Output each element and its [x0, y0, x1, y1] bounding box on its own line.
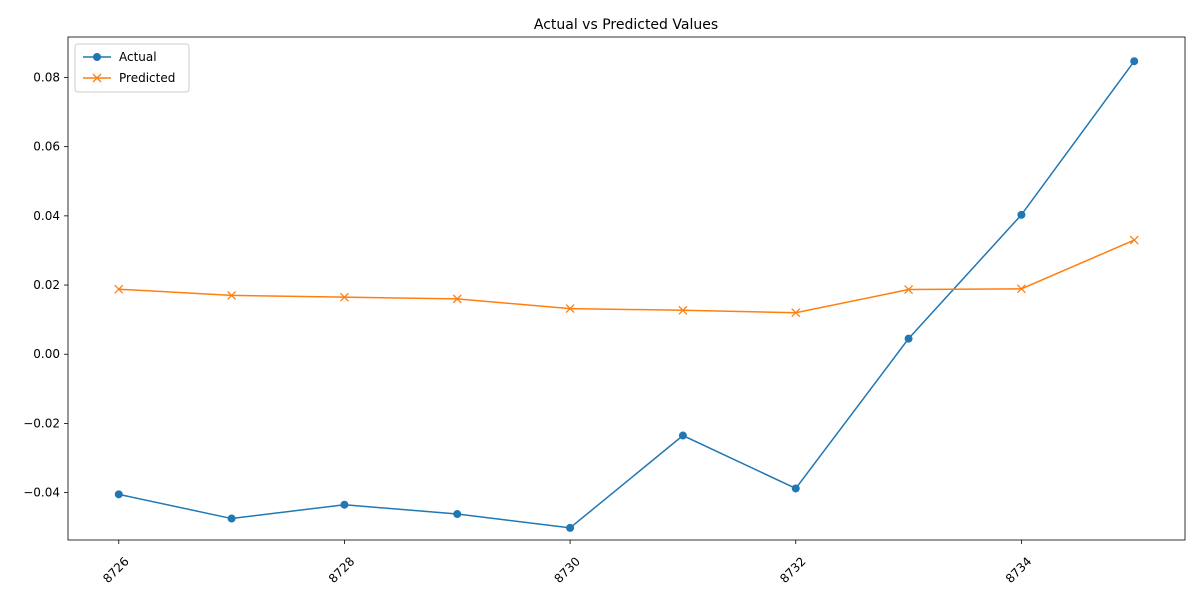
y-axis: −0.04 −0.02 0.00 0.02 0.04 0.06 0.08	[23, 70, 68, 500]
x-tick-label: 8732	[777, 554, 808, 585]
actual-point	[791, 484, 800, 493]
series-actual	[114, 57, 1139, 532]
actual-point	[340, 500, 349, 509]
actual-line	[118, 60, 1135, 529]
actual-point	[1130, 57, 1139, 66]
predicted-point	[452, 294, 462, 304]
y-tick-label: 0.08	[33, 70, 60, 84]
y-tick-label: 0.06	[33, 140, 60, 154]
y-tick-label: 0.02	[33, 278, 60, 292]
predicted-point	[114, 284, 124, 294]
predicted-point	[227, 290, 237, 300]
legend-box	[74, 43, 190, 93]
predicted-point	[1016, 284, 1026, 294]
actual-point	[904, 334, 913, 343]
legend-label: Actual	[119, 50, 157, 64]
x-tick-label: 8726	[100, 554, 131, 585]
chart-title: Actual vs Predicted Values	[534, 17, 718, 33]
legend-item-actual: Actual	[83, 50, 157, 64]
x-tick-label: 8730	[552, 554, 583, 585]
legend-item-predicted: Predicted	[83, 71, 175, 85]
actual-point	[114, 490, 123, 499]
legend: Actual Predicted	[74, 43, 190, 93]
predicted-point	[791, 308, 801, 318]
predicted-point	[904, 285, 914, 294]
x-axis: 8726 8728 8730 8732 8734	[100, 540, 1034, 586]
x-tick-label: 8728	[326, 554, 357, 585]
actual-point	[453, 510, 462, 519]
actual-point	[678, 431, 687, 440]
actual-point	[227, 514, 236, 523]
predicted-point	[565, 304, 575, 314]
y-tick-label: 0.00	[33, 347, 60, 361]
actual-point	[1017, 210, 1026, 219]
predicted-point	[1129, 235, 1139, 245]
y-tick-label: 0.04	[33, 209, 60, 223]
y-tick-label: −0.02	[23, 416, 60, 430]
predicted-point	[339, 292, 349, 302]
y-tick-label: −0.04	[23, 486, 60, 500]
series-predicted	[114, 235, 1139, 318]
predicted-line	[118, 239, 1135, 314]
series-layer	[114, 57, 1139, 532]
x-tick-label: 8734	[1003, 554, 1034, 585]
legend-label: Predicted	[119, 71, 175, 85]
plot-frame	[67, 36, 1186, 541]
legend-marker	[92, 73, 102, 83]
actual-point	[566, 523, 575, 532]
legend-marker	[93, 53, 101, 61]
predicted-point	[678, 305, 688, 315]
